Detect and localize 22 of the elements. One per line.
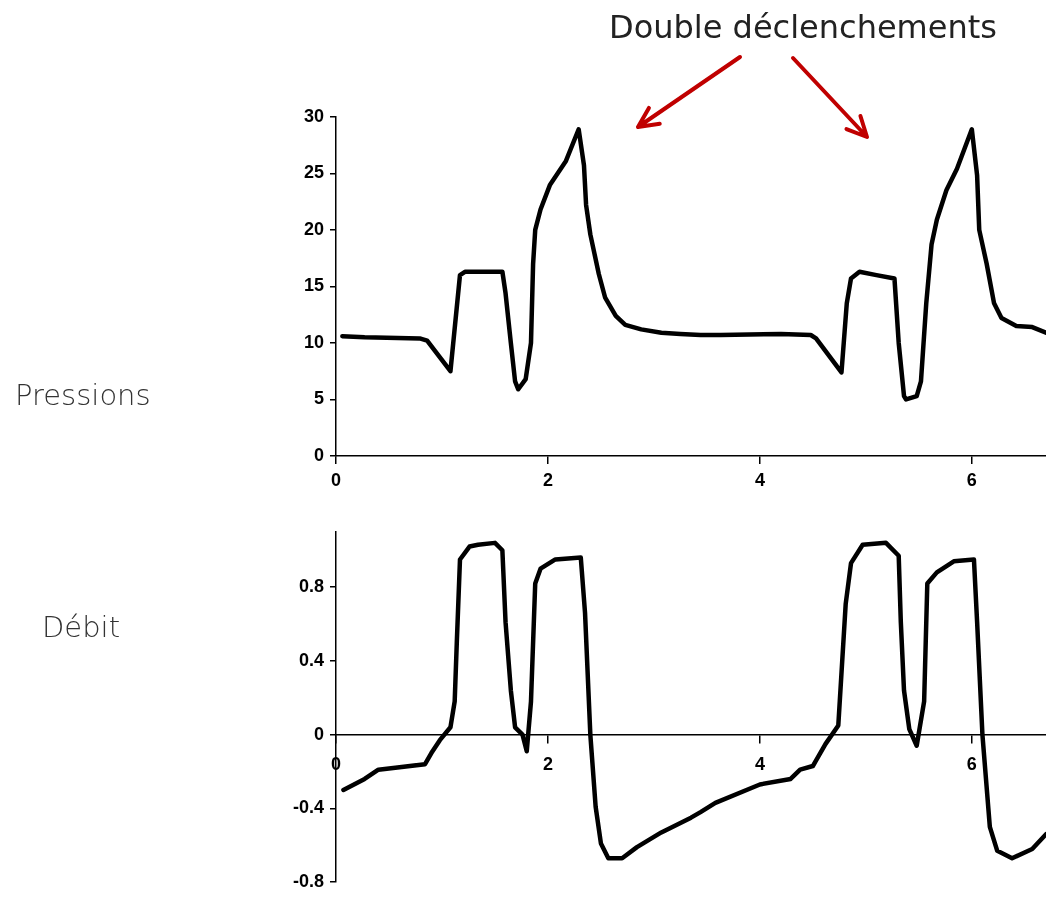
y-tick-label: 30 [303, 105, 324, 126]
y-tick-label: 20 [303, 218, 324, 239]
y-tick-label: -0.8 [292, 871, 324, 892]
y-tick-label: 5 [313, 388, 324, 409]
x-tick-label: 2 [542, 754, 553, 775]
x-tick-label: 6 [966, 754, 977, 775]
y-tick-label: 0.8 [298, 576, 324, 597]
y-tick-label: -0.4 [292, 797, 324, 818]
y-tick-label: 0.4 [298, 649, 324, 670]
y-tick-label: 15 [303, 275, 324, 296]
chart-title: Double déclenchements [608, 8, 998, 46]
x-tick-label: 6 [966, 469, 977, 490]
y-axis-title: Débit [42, 610, 121, 644]
y-tick-label: 0 [313, 444, 324, 465]
y-tick-label: 10 [303, 331, 324, 352]
y-axis-title: Pressions [15, 378, 151, 412]
y-tick-label: 25 [303, 162, 324, 183]
x-tick-label: 4 [754, 469, 765, 490]
x-tick-label: 0 [330, 469, 342, 490]
x-tick-label: 2 [542, 469, 553, 490]
x-tick-label: 4 [754, 754, 765, 775]
y-tick-label: 0 [313, 723, 324, 744]
